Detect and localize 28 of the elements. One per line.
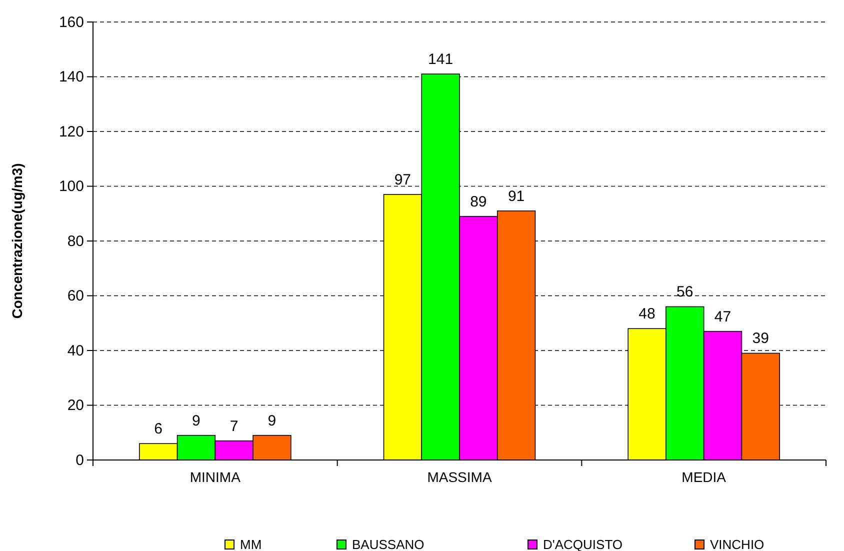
y-axis-title: Concentrazione(ug/m3)	[9, 163, 25, 319]
y-tick-label: 60	[67, 288, 84, 305]
data-label: 6	[154, 420, 163, 438]
x-tick-label: MEDIA	[682, 468, 727, 485]
data-label: 7	[230, 418, 238, 435]
y-tick-label: 20	[67, 397, 84, 414]
y-tick-label: 40	[67, 342, 84, 360]
y-tick-label: 160	[58, 14, 84, 31]
y-tick-label: 140	[58, 68, 84, 86]
data-label: 89	[470, 193, 487, 210]
data-label: 97	[394, 171, 412, 188]
y-tick-label: 100	[58, 178, 84, 196]
x-tick-label: MINIMA	[190, 468, 242, 485]
data-label: 47	[714, 308, 732, 326]
legend-label: VINCHIO	[710, 537, 764, 551]
data-label: 141	[428, 51, 454, 68]
data-label: 91	[508, 188, 525, 205]
legend-label: BAUSSANO	[352, 537, 424, 551]
x-tick-label: MASSIMA	[427, 468, 492, 485]
y-tick-label: 80	[67, 232, 84, 250]
data-label: 9	[268, 412, 276, 430]
data-label: 48	[638, 306, 656, 323]
data-label: 39	[752, 330, 769, 348]
y-tick-label: 0	[76, 452, 84, 469]
data-label: 56	[676, 284, 694, 301]
legend-label: MM	[240, 537, 262, 551]
data-label: 9	[192, 412, 200, 430]
y-tick-label: 120	[58, 123, 84, 140]
